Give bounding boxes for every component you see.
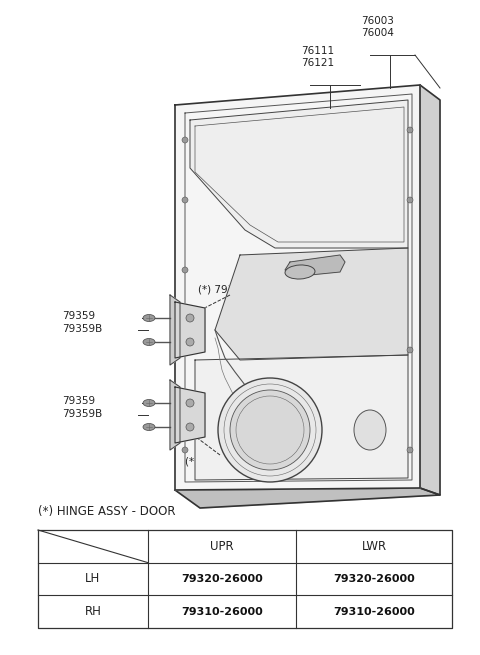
Circle shape — [407, 447, 413, 453]
Text: (*) 79311: (*) 79311 — [185, 457, 235, 467]
Text: 79359: 79359 — [62, 311, 95, 321]
Ellipse shape — [354, 410, 386, 450]
Circle shape — [407, 197, 413, 203]
Ellipse shape — [143, 339, 155, 345]
Circle shape — [407, 347, 413, 353]
Polygon shape — [190, 100, 408, 248]
Circle shape — [230, 390, 310, 470]
Circle shape — [182, 137, 188, 143]
Text: 79310-26000: 79310-26000 — [333, 607, 415, 616]
Text: UPR: UPR — [210, 540, 234, 553]
Text: 79320-26000: 79320-26000 — [333, 574, 415, 584]
Polygon shape — [215, 248, 408, 360]
Polygon shape — [175, 302, 205, 358]
Polygon shape — [175, 387, 205, 443]
Ellipse shape — [143, 314, 155, 322]
Polygon shape — [170, 380, 180, 450]
Text: LWR: LWR — [361, 540, 386, 553]
Circle shape — [218, 378, 322, 482]
Text: (*) HINGE ASSY - DOOR: (*) HINGE ASSY - DOOR — [38, 505, 176, 518]
Text: LH: LH — [85, 572, 101, 586]
Circle shape — [186, 314, 194, 322]
Ellipse shape — [143, 400, 155, 407]
Circle shape — [182, 347, 188, 353]
Text: 76111
76121: 76111 76121 — [301, 46, 335, 68]
Polygon shape — [195, 355, 408, 480]
Polygon shape — [420, 85, 440, 495]
Circle shape — [186, 338, 194, 346]
Text: 79310-26000: 79310-26000 — [181, 607, 263, 616]
Text: (*) 79312: (*) 79312 — [198, 285, 248, 295]
Polygon shape — [175, 488, 440, 508]
Text: 79359: 79359 — [62, 396, 95, 406]
Polygon shape — [170, 295, 180, 365]
Circle shape — [407, 127, 413, 133]
Text: RH: RH — [84, 605, 101, 618]
Text: 76003
76004: 76003 76004 — [361, 16, 395, 38]
Circle shape — [186, 423, 194, 431]
Polygon shape — [285, 255, 345, 276]
Polygon shape — [175, 85, 420, 490]
Text: 79359B: 79359B — [62, 409, 102, 419]
Ellipse shape — [143, 424, 155, 430]
Circle shape — [182, 197, 188, 203]
Text: 79320-26000: 79320-26000 — [181, 574, 263, 584]
Circle shape — [182, 447, 188, 453]
Ellipse shape — [285, 265, 315, 279]
Circle shape — [186, 399, 194, 407]
Circle shape — [182, 267, 188, 273]
Text: 79359B: 79359B — [62, 324, 102, 334]
